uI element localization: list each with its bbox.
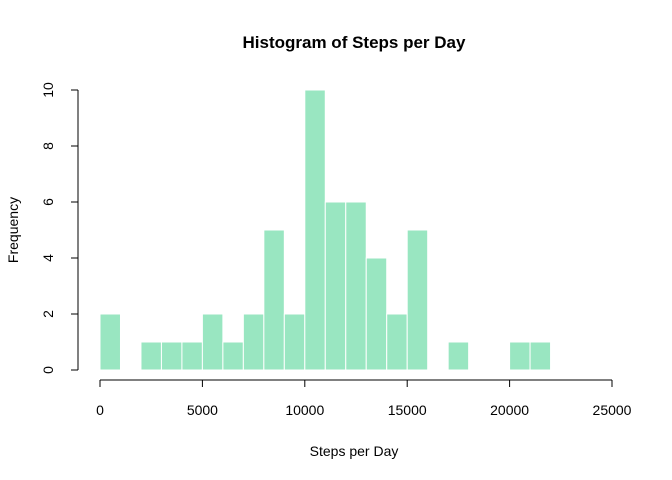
histogram-bar-11000-12000	[324, 201, 347, 371]
y-axis: 0 2 4 6 8 10	[40, 82, 79, 374]
y-tick-label: 2	[40, 310, 56, 318]
histogram-bar-9000-10000	[283, 313, 306, 371]
histogram-bar-12000-13000	[345, 201, 367, 371]
x-tick-label: 25000	[593, 402, 632, 418]
y-tick-label: 6	[40, 198, 56, 206]
histogram-bar-6000-7000	[222, 341, 244, 371]
histogram-bar-13000-14000	[365, 257, 388, 371]
histogram-bar-14000-15000	[386, 313, 408, 371]
x-tick-label: 5000	[187, 402, 218, 418]
histogram-bar-2000-3000	[140, 341, 162, 371]
y-tick-label: 4	[40, 254, 56, 262]
histogram-bar-5000-6000	[201, 313, 224, 371]
x-tick-label: 10000	[285, 402, 324, 418]
histogram-bar-15000-16000	[406, 229, 429, 371]
histogram-bar-0-1000	[99, 313, 121, 371]
histogram-bar-10000-11000	[304, 89, 326, 371]
x-axis-label: Steps per Day	[310, 443, 399, 459]
x-axis: 0 5000 10000 15000 20000 25000	[96, 379, 632, 418]
bars	[99, 89, 552, 371]
histogram-bar-7000-8000	[242, 313, 265, 371]
x-tick-label: 20000	[490, 402, 529, 418]
histogram-bar-21000-22000	[529, 341, 552, 371]
histogram-bar-4000-5000	[181, 341, 203, 371]
histogram-bar-3000-4000	[160, 341, 183, 371]
y-tick-label: 10	[40, 82, 56, 98]
chart-title: Histogram of Steps per Day	[243, 33, 466, 52]
x-tick-label: 15000	[388, 402, 427, 418]
histogram-bar-8000-9000	[263, 229, 285, 371]
y-axis-label: Frequency	[5, 197, 21, 263]
y-tick-label: 0	[40, 366, 56, 374]
y-tick-label: 8	[40, 142, 56, 150]
x-tick-label: 0	[96, 402, 104, 418]
histogram-bar-20000-21000	[509, 341, 531, 371]
histogram-bar-17000-18000	[447, 341, 470, 371]
